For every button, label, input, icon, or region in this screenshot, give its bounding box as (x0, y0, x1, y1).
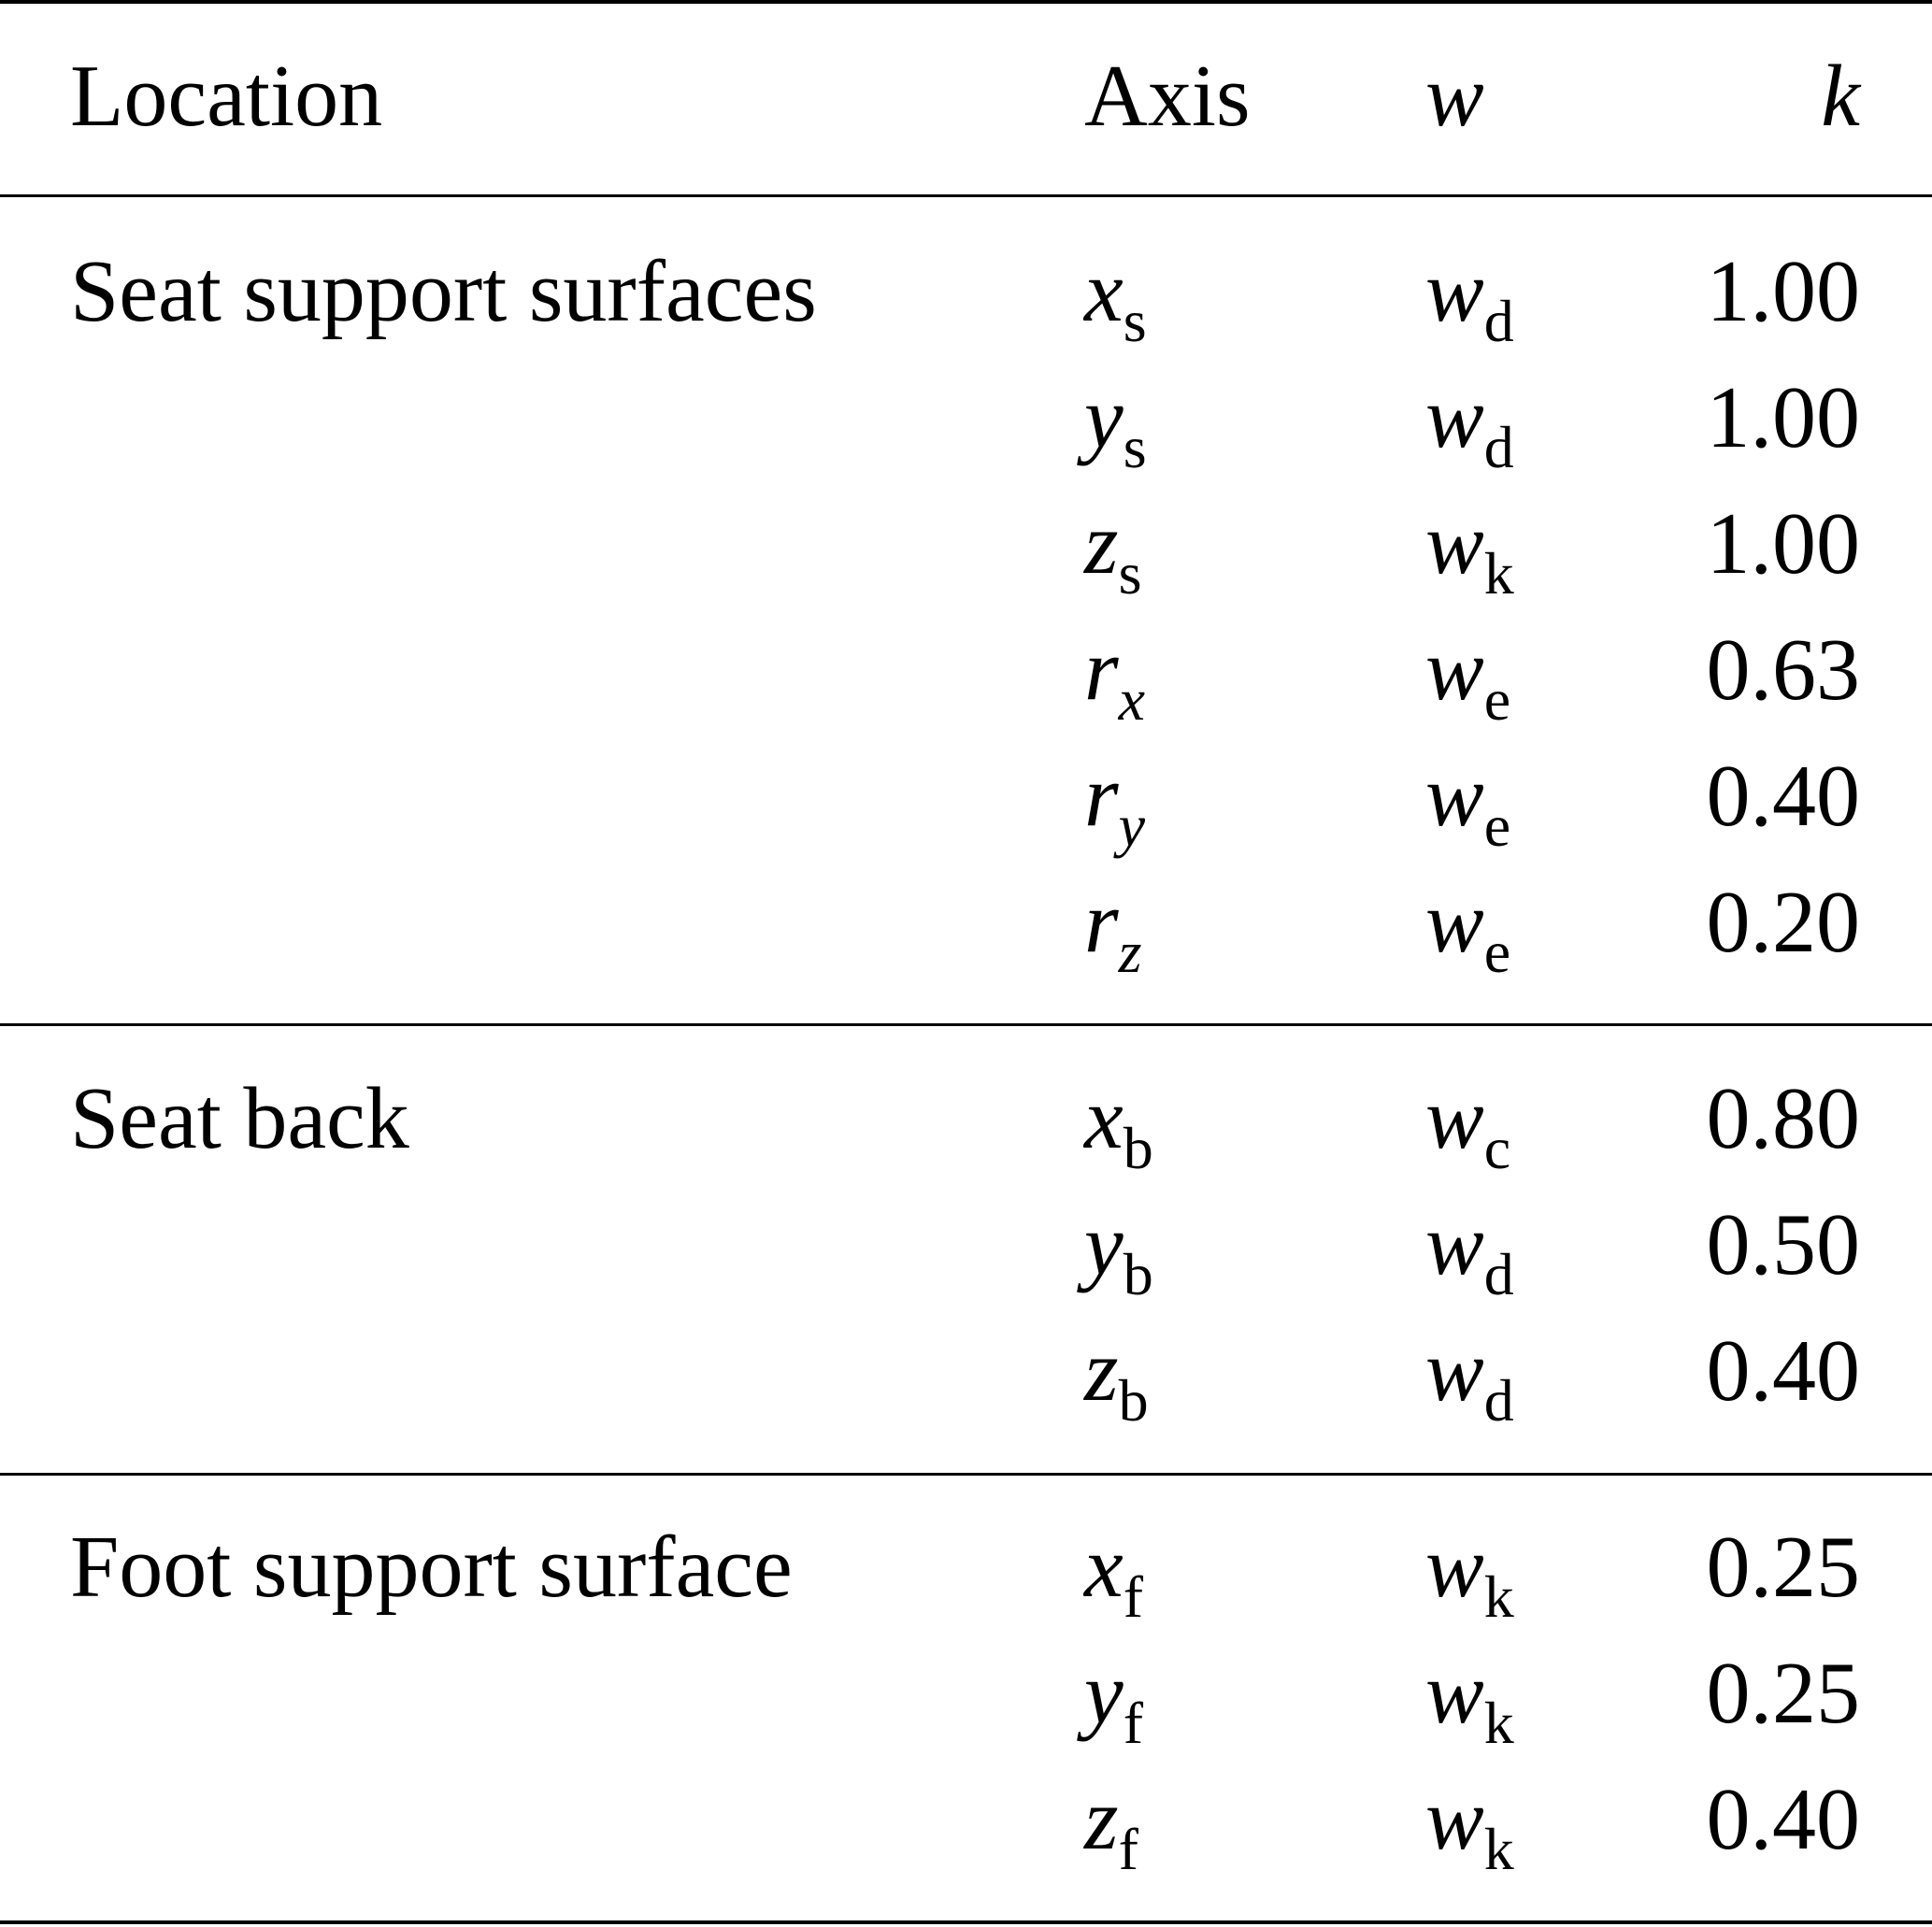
k-value: 1.00 (1706, 495, 1861, 592)
weighting-subscript: e (1483, 792, 1511, 859)
group-label: Seat back (70, 1070, 409, 1167)
axis-symbol: x (1084, 1070, 1123, 1167)
group-divider-1 (0, 1023, 1932, 1026)
weighting-symbol: w (1425, 874, 1484, 971)
axis-cell: rx (1084, 626, 1145, 730)
weighting-cell: we (1425, 878, 1510, 982)
header-k: k (1821, 48, 1860, 145)
axis-cell: zf (1084, 1776, 1138, 1879)
header-w: w (1425, 48, 1484, 145)
axis-cell: rz (1084, 878, 1142, 982)
weighting-subscript: e (1483, 919, 1511, 985)
k-value: 0.63 (1706, 621, 1861, 719)
weighting-cell: wk (1425, 500, 1514, 604)
weighting-cell: wd (1425, 374, 1514, 478)
axis-symbol: r (1084, 748, 1119, 845)
weighting-subscript: k (1483, 540, 1514, 607)
weighting-cell: we (1425, 626, 1510, 730)
k-value: 0.25 (1706, 1519, 1861, 1616)
k-value: 1.00 (1706, 369, 1861, 466)
weighting-cell: wd (1425, 248, 1514, 351)
axis-subscript: f (1118, 1816, 1138, 1882)
weighting-symbol: w (1425, 1645, 1484, 1742)
header-location: Location (70, 48, 383, 145)
weighting-symbol: w (1425, 748, 1484, 845)
weighting-subscript: d (1483, 1367, 1514, 1434)
weighting-subscript: d (1483, 1241, 1514, 1307)
axis-symbol: x (1084, 1519, 1123, 1616)
k-value: 0.40 (1706, 748, 1861, 845)
axis-subscript: x (1118, 666, 1145, 733)
weighting-cell: wc (1425, 1075, 1510, 1178)
top-rule (0, 0, 1932, 4)
weighting-subscript: k (1483, 1563, 1514, 1630)
axis-cell: xb (1084, 1075, 1153, 1178)
weighting-cell: wk (1425, 1523, 1514, 1627)
weighting-subscript: d (1483, 414, 1514, 480)
weighting-symbol: w (1425, 1196, 1484, 1293)
axis-cell: xf (1084, 1523, 1143, 1627)
weighting-subscript: k (1483, 1690, 1514, 1756)
axis-cell: ry (1084, 752, 1145, 856)
k-value: 0.80 (1706, 1070, 1861, 1167)
k-value: 0.40 (1706, 1771, 1861, 1868)
k-value: 0.40 (1706, 1322, 1861, 1420)
header-axis: Axis (1084, 48, 1251, 145)
weighting-symbol: w (1425, 369, 1484, 466)
k-value: 0.25 (1706, 1645, 1861, 1742)
k-value: 0.50 (1706, 1196, 1861, 1293)
axis-cell: xs (1084, 248, 1147, 351)
weighting-cell: wk (1425, 1649, 1514, 1753)
axis-cell: zs (1084, 500, 1142, 604)
group-label: Foot support surface (70, 1519, 793, 1616)
axis-symbol: z (1084, 1322, 1119, 1420)
weighting-symbol: w (1425, 1519, 1484, 1616)
weighting-cell: wd (1425, 1201, 1514, 1305)
axis-subscript: z (1118, 919, 1142, 985)
axis-cell: yf (1084, 1649, 1143, 1753)
axis-symbol: y (1084, 1196, 1123, 1293)
weighting-subscript: k (1483, 1816, 1514, 1882)
axis-cell: yb (1084, 1201, 1153, 1305)
weighting-symbol: w (1425, 1322, 1484, 1420)
axis-subscript: b (1123, 1115, 1153, 1181)
weighting-symbol: w (1425, 243, 1484, 340)
bottom-rule (0, 1920, 1932, 1924)
k-value: 0.20 (1706, 874, 1861, 971)
axis-symbol: x (1084, 243, 1123, 340)
axis-cell: zb (1084, 1327, 1149, 1431)
axis-subscript: f (1123, 1563, 1144, 1630)
axis-subscript: s (1123, 288, 1147, 354)
axis-subscript: s (1118, 540, 1142, 607)
axis-symbol: z (1084, 495, 1119, 592)
axis-symbol: r (1084, 874, 1119, 971)
weighting-symbol: w (1425, 1070, 1484, 1167)
weighting-symbol: w (1425, 1771, 1484, 1868)
weighting-subscript: d (1483, 288, 1514, 354)
axis-subscript: b (1118, 1367, 1149, 1434)
axis-cell: ys (1084, 374, 1147, 478)
axis-symbol: r (1084, 621, 1119, 719)
header-rule (0, 194, 1932, 197)
weighting-symbol: w (1425, 621, 1484, 719)
axis-symbol: y (1084, 1645, 1123, 1742)
axis-subscript: f (1123, 1690, 1144, 1756)
axis-subscript: y (1118, 792, 1145, 859)
weighting-cell: wd (1425, 1327, 1514, 1431)
weighting-cell: wk (1425, 1776, 1514, 1879)
weighting-subscript: c (1483, 1115, 1511, 1181)
weighting-subscript: e (1483, 666, 1511, 733)
weighting-cell: we (1425, 752, 1510, 856)
axis-symbol: z (1084, 1771, 1119, 1868)
group-label: Seat support surfaces (70, 243, 817, 340)
axis-symbol: y (1084, 369, 1123, 466)
axis-subscript: s (1123, 414, 1147, 480)
weighting-symbol: w (1425, 495, 1484, 592)
axis-subscript: b (1123, 1241, 1153, 1307)
k-value: 1.00 (1706, 243, 1861, 340)
group-divider-2 (0, 1473, 1932, 1476)
